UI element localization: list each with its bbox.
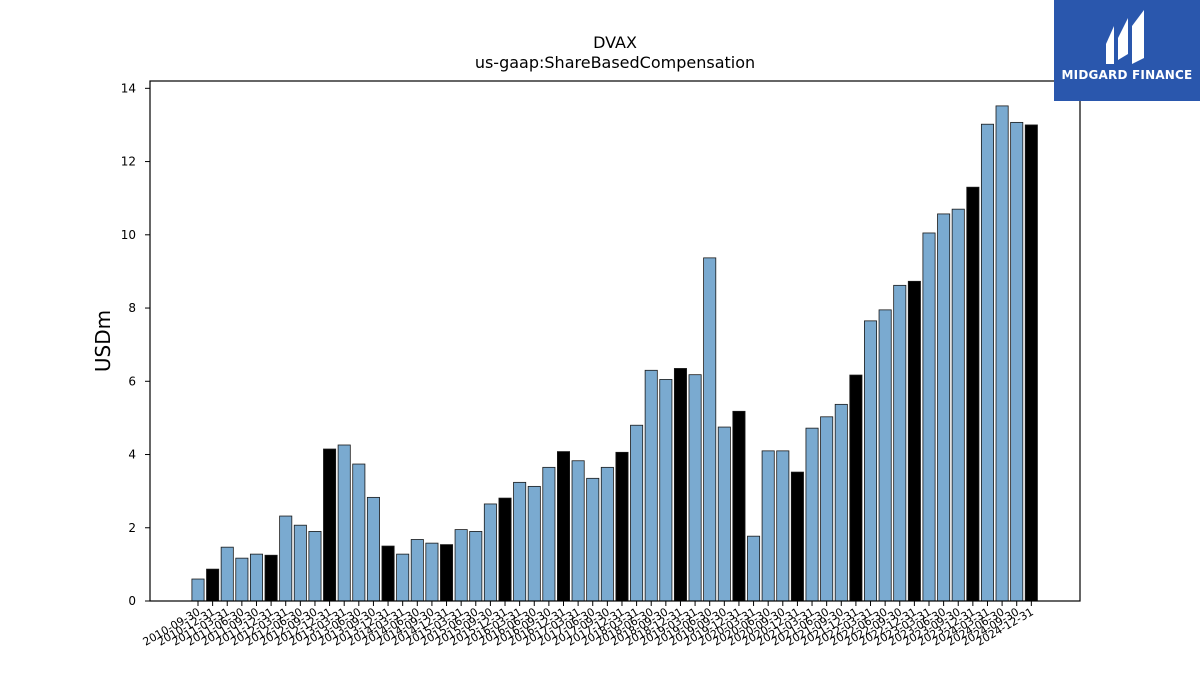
chart-subtitle: us-gaap:ShareBasedCompensation — [475, 53, 755, 72]
bar-2012-06-30 — [293, 524, 307, 602]
bar-2013-12-31 — [381, 545, 395, 602]
bar-2024-03-31 — [980, 123, 994, 602]
bar-2016-12-31 — [557, 451, 571, 602]
bar-2015-06-30 — [469, 531, 483, 602]
bar-2023-12-31 — [966, 186, 980, 602]
y-tick-label: 2 — [128, 521, 136, 535]
y-tick-label: 8 — [128, 301, 136, 315]
bar-2018-09-30 — [659, 379, 673, 602]
bar-2024-12-31 — [1024, 124, 1038, 602]
bar-2014-09-30 — [425, 542, 439, 602]
bar-2017-03-31 — [571, 460, 585, 602]
bar-2010-12-31 — [206, 568, 220, 602]
y-tick-label: 4 — [128, 448, 136, 462]
bar-2016-06-30 — [527, 485, 541, 602]
bar-series — [191, 105, 1038, 602]
bar-2016-09-30 — [542, 466, 556, 602]
bar-2011-06-30 — [235, 557, 249, 602]
bar-2020-12-31 — [790, 471, 804, 602]
bar-2019-12-31 — [732, 410, 746, 602]
bar-2017-06-30 — [586, 477, 600, 602]
bar-2018-03-31 — [630, 424, 644, 602]
bar-2020-06-30 — [761, 450, 775, 602]
bar-2011-03-31 — [220, 546, 234, 602]
bar-2019-03-31 — [688, 374, 702, 602]
y-tick-label: 12 — [121, 155, 136, 169]
bar-2020-03-31 — [747, 535, 761, 602]
bar-2014-12-31 — [440, 544, 454, 602]
bar-2022-03-31 — [864, 320, 878, 602]
bar-2024-06-30 — [995, 105, 1009, 602]
plot-frame — [149, 80, 1081, 602]
bar-2021-06-30 — [820, 416, 834, 602]
bar-2012-12-31 — [323, 448, 337, 602]
bar-2022-06-30 — [878, 309, 892, 602]
bar-2011-09-30 — [249, 553, 263, 602]
bar-2023-09-30 — [951, 208, 965, 602]
bar-2014-03-31 — [396, 553, 410, 602]
bar-2022-12-31 — [907, 280, 921, 602]
bar-2024-09-30 — [1010, 121, 1024, 602]
bar-2011-12-31 — [264, 554, 278, 602]
bar-2010-09-30 — [191, 578, 205, 602]
bar-2023-06-30 — [937, 213, 951, 602]
bar-2016-03-31 — [513, 481, 527, 602]
y-tick-label: 0 — [128, 594, 136, 608]
x-axis: 2010-09-302010-12-312011-03-312011-06-30… — [141, 601, 1036, 649]
bar-2019-06-30 — [703, 257, 717, 602]
bar-2022-09-30 — [893, 284, 907, 602]
y-tick-label: 10 — [121, 228, 136, 242]
y-axis-label: USDm — [91, 310, 115, 372]
bar-2023-03-31 — [922, 232, 936, 602]
chart-title: DVAX — [593, 33, 637, 52]
bar-2021-03-31 — [805, 427, 819, 602]
bar-2014-06-30 — [410, 539, 424, 602]
midgard-logo-icon — [1106, 10, 1144, 64]
y-axis: 0 2 4 6 8 10 12 14 — [121, 81, 150, 608]
bar-2017-12-31 — [615, 451, 629, 602]
bar-2018-06-30 — [644, 369, 658, 602]
bar-2021-12-31 — [849, 374, 863, 602]
bar-2020-09-30 — [776, 450, 790, 602]
bar-2017-09-30 — [600, 466, 614, 602]
bar-2015-03-31 — [454, 529, 468, 602]
bar-2013-09-30 — [366, 496, 380, 602]
brand-name: MIDGARD FINANCE — [1061, 68, 1193, 82]
bar-2015-12-31 — [498, 497, 512, 602]
bar-2012-03-31 — [279, 515, 293, 602]
bar-2021-09-30 — [834, 403, 848, 602]
bar-2019-09-30 — [717, 426, 731, 602]
bar-2015-09-30 — [483, 503, 497, 602]
bar-2012-09-30 — [308, 531, 322, 602]
y-tick-label: 14 — [121, 81, 136, 95]
bar-2013-06-30 — [352, 463, 366, 602]
brand-logo: MIDGARD FINANCE — [1054, 0, 1200, 101]
bar-2018-12-31 — [673, 368, 687, 602]
bar-2013-03-31 — [337, 444, 351, 602]
y-tick-label: 6 — [128, 374, 136, 388]
